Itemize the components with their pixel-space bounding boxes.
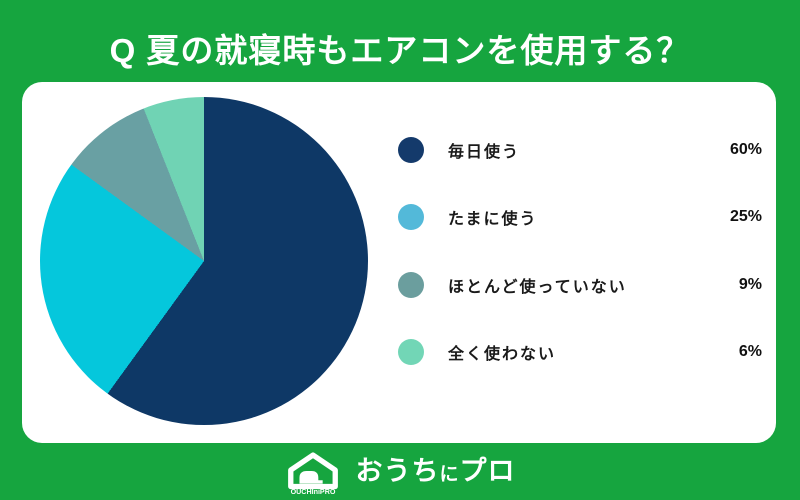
legend-color-dot (398, 137, 424, 163)
legend-value: 9% (738, 275, 762, 293)
legend-item: 全く使わない 6% (398, 334, 762, 370)
legend-color-dot (398, 271, 424, 298)
legend: 毎日使う 60% たまに使う 25% ほとんど使っていない 9% 全く使わない … (398, 132, 762, 370)
legend-value: 6% (738, 342, 762, 360)
legend-label: 毎日使う (448, 144, 521, 161)
chart-card: 毎日使う 60% たまに使う 25% ほとんど使っていない 9% 全く使わない … (22, 82, 776, 443)
logo-text-part1: おうち (355, 456, 440, 486)
logo-text-part3: プロ (459, 456, 516, 486)
logo-text-part2: に (439, 464, 460, 485)
logo-wordmark: おうち に プロ (355, 458, 515, 485)
legend-color-dot (398, 204, 424, 231)
page-title: Q 夏の就寝時もエアコンを使用する？ (109, 32, 691, 69)
legend-item: ほとんど使っていない 9% (398, 267, 762, 303)
house-logo-icon: OUCHIniPRO (288, 451, 339, 495)
legend-item: 毎日使う 60% (398, 132, 762, 168)
legend-label: ほとんど使っていない (448, 278, 627, 296)
footer-logo: OUCHIniPRO おうち に プロ (0, 443, 800, 500)
legend-label: たまに使う (448, 211, 538, 229)
legend-value: 25% (729, 208, 762, 226)
legend-color-dot (398, 338, 424, 365)
pie-chart (40, 97, 368, 425)
legend-label: 全く使わない (448, 345, 557, 363)
legend-value: 60% (729, 141, 762, 158)
logo-icon-text: OUCHIniPRO (291, 487, 336, 494)
legend-item: たまに使う 25% (398, 199, 762, 235)
